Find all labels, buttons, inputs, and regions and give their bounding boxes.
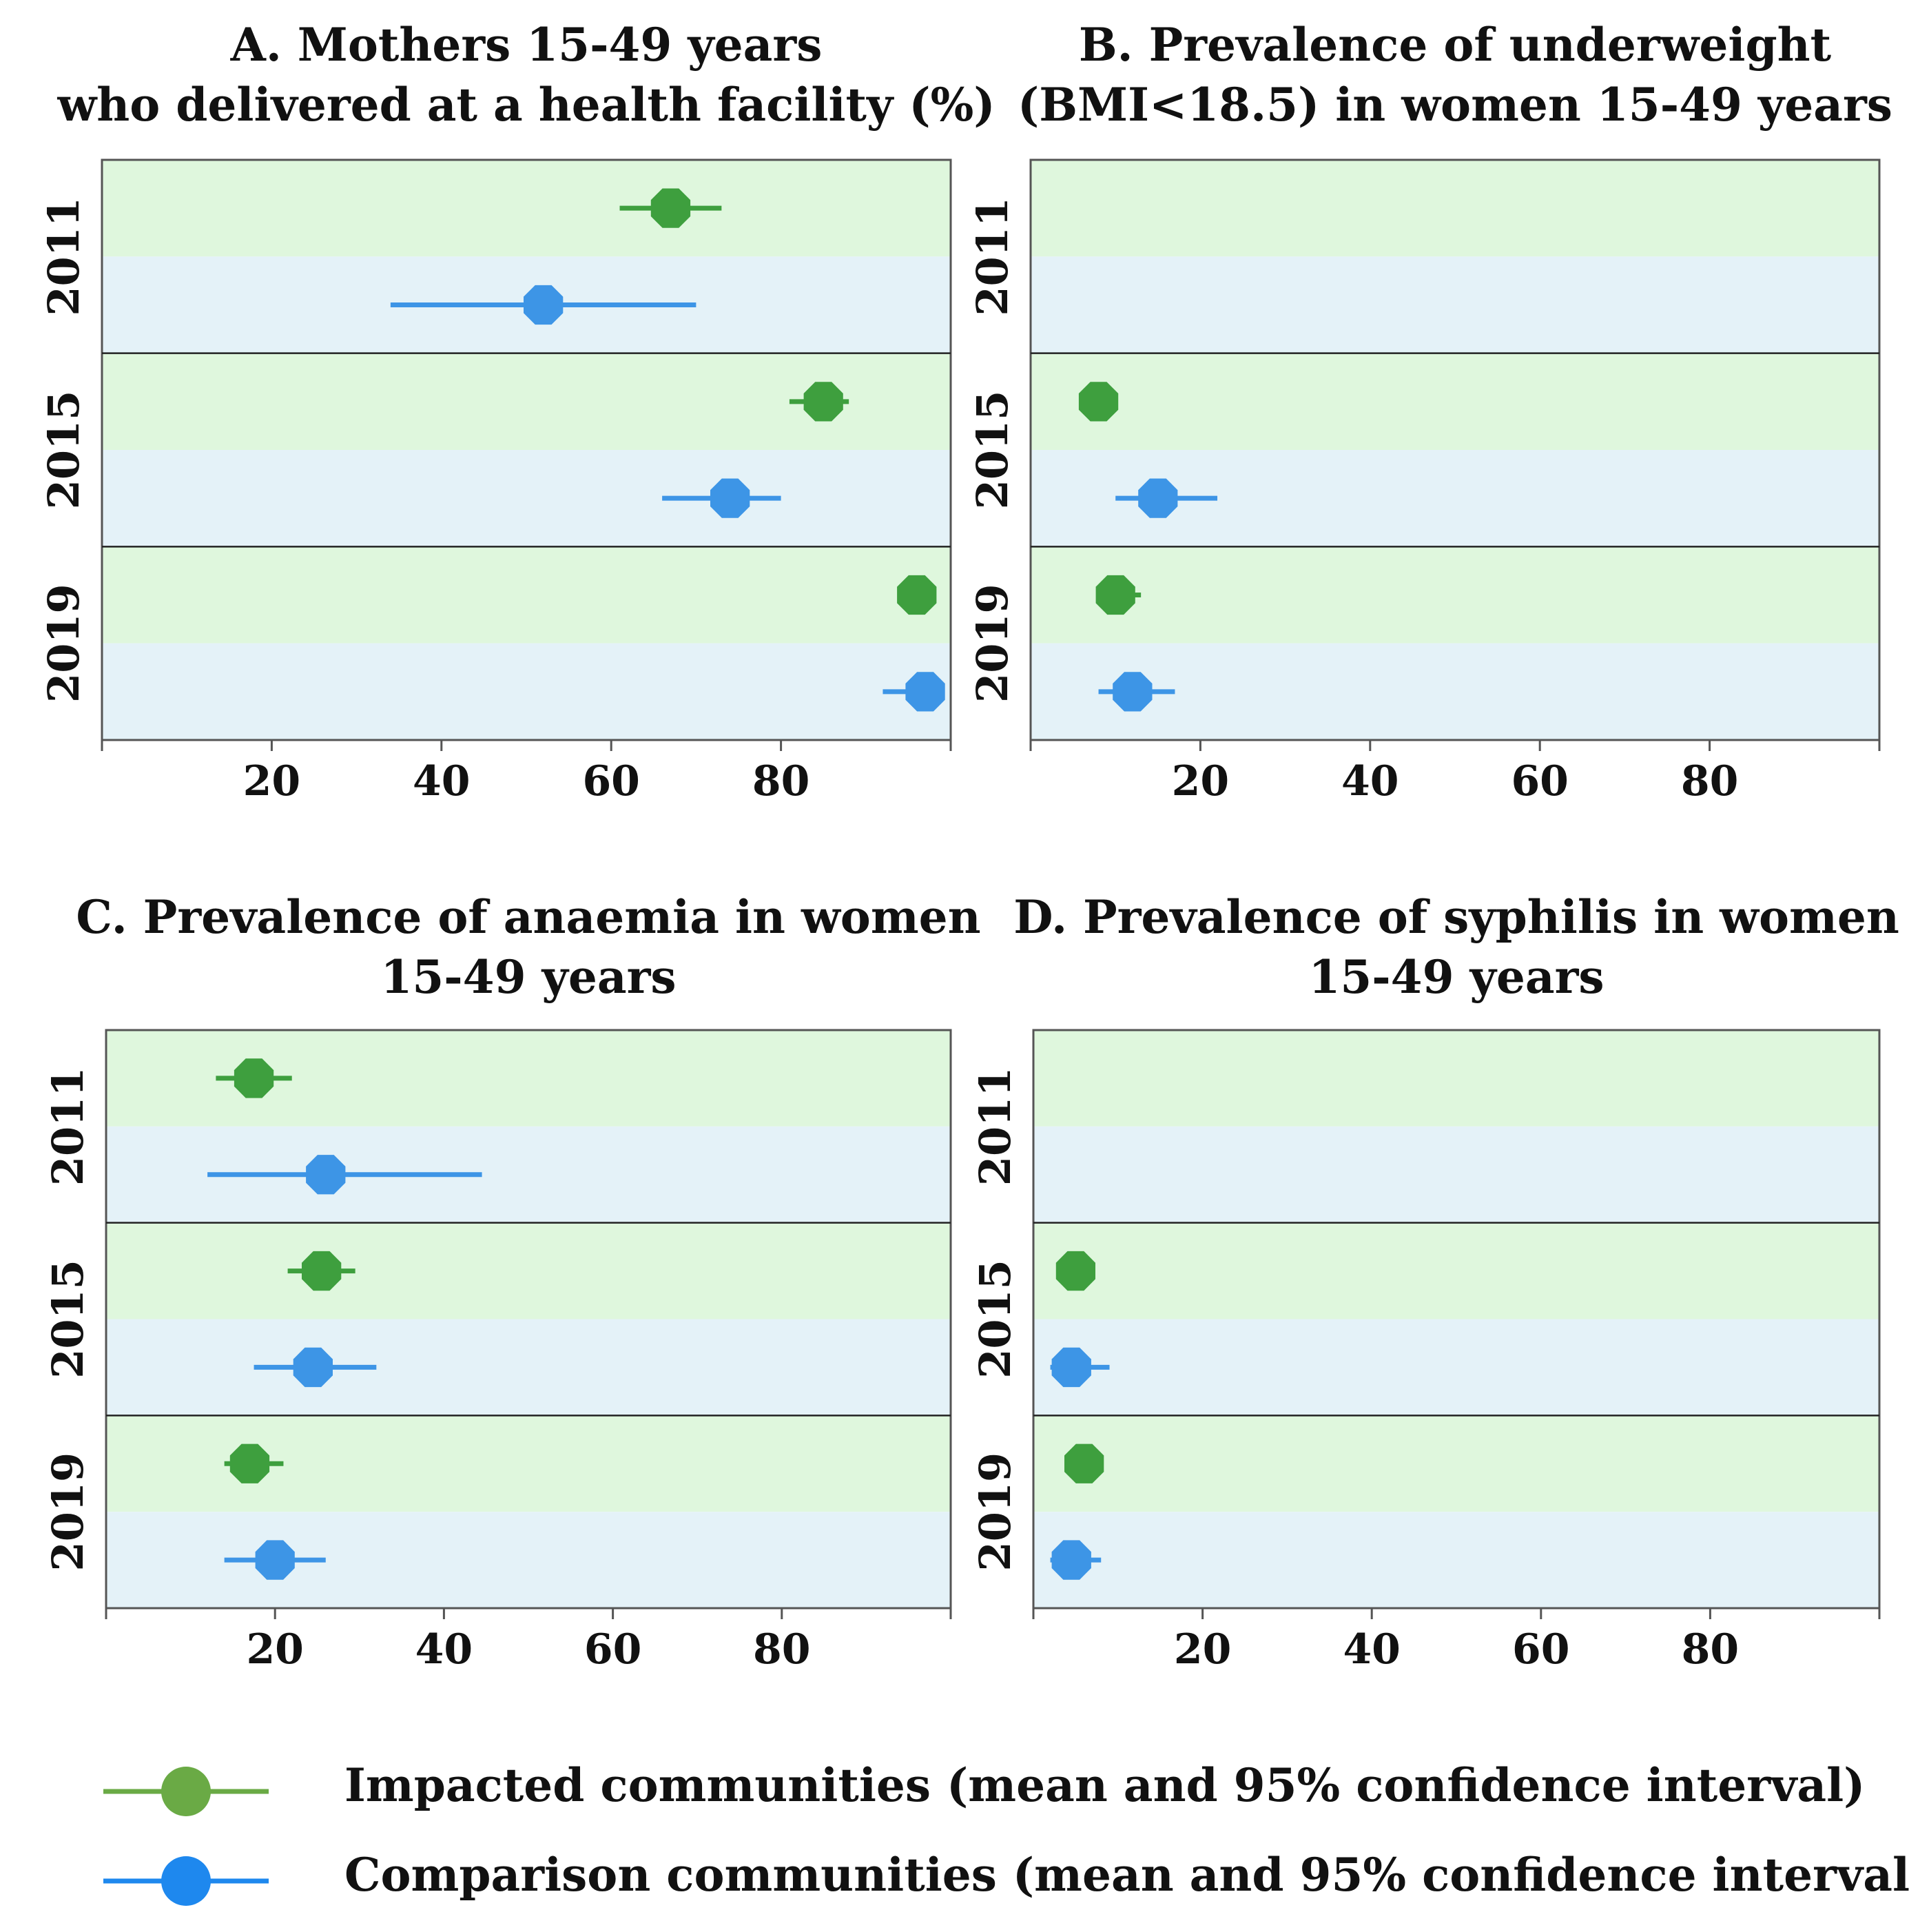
x-tick-label: 80 <box>1682 1625 1740 1674</box>
band-impacted <box>1033 1415 1879 1512</box>
panel-title-line: 15-49 years <box>1308 950 1604 1004</box>
panel-frame <box>1032 1029 1881 1610</box>
legend-comparison-label: Comparison communities (mean and 95% con… <box>344 1848 1909 1902</box>
legend-impacted-swatch <box>103 1767 269 1816</box>
impacted-mean-marker <box>302 1251 342 1291</box>
band-impacted <box>1033 1222 1879 1319</box>
band-comparison <box>1033 1512 1879 1608</box>
band-comparison <box>102 643 951 740</box>
legend-impacted-marker <box>161 1767 211 1816</box>
band-comparison <box>1033 1319 1879 1416</box>
panel-d: D. Prevalence of syphilis in women 15-49 … <box>970 890 1899 1674</box>
panel-c: C. Prevalence of anaemia in women 15-49 y… <box>43 890 981 1674</box>
x-tick-label: 40 <box>1341 757 1399 805</box>
legend-comparison: Comparison communities (mean and 95% con… <box>103 1833 1909 1929</box>
band-impacted <box>106 1222 951 1319</box>
x-tick-label: 20 <box>246 1625 304 1674</box>
band-impacted <box>102 160 951 257</box>
band-impacted <box>1033 1030 1879 1127</box>
comparison-mean-marker <box>1138 478 1178 518</box>
impacted-mean-marker <box>803 382 843 422</box>
year-label: 2015 <box>967 391 1018 510</box>
legend-impacted-label: Impacted communities (mean and 95% confi… <box>344 1758 1866 1812</box>
comparison-mean-marker <box>1051 1347 1091 1388</box>
panel-title-line: 15-49 years <box>380 950 676 1004</box>
year-label: 2019 <box>43 1452 93 1572</box>
impacted-mean-marker <box>650 188 691 228</box>
figure-panels: A. Mothers 15-49 years who delivered at a… <box>39 18 1899 1674</box>
x-tick-label: 60 <box>1511 757 1569 805</box>
year-label: 2015 <box>43 1260 93 1379</box>
panel-a: A. Mothers 15-49 years who delivered at a… <box>39 18 995 805</box>
band-impacted <box>1031 353 1879 450</box>
legend-comparison-swatch <box>103 1856 269 1906</box>
band-comparison <box>102 450 951 547</box>
year-label: 2015 <box>39 391 89 510</box>
comparison-mean-marker <box>1113 672 1153 712</box>
legend-impacted: Impacted communities (mean and 95% confi… <box>103 1743 1867 1840</box>
impacted-mean-marker <box>1078 382 1119 422</box>
year-label: 2015 <box>970 1260 1020 1379</box>
panel-title-line: D. Prevalence of syphilis in women <box>1013 890 1899 944</box>
panel-frame <box>1029 158 1881 741</box>
comparison-mean-marker <box>255 1540 295 1580</box>
impacted-mean-marker <box>1064 1443 1104 1483</box>
year-label: 2011 <box>967 197 1018 316</box>
year-label: 2011 <box>970 1067 1020 1186</box>
panel-b: B. Prevalence of underweight (BMI<18.5) i… <box>967 18 1892 805</box>
comparison-mean-marker <box>1051 1540 1091 1580</box>
comparison-mean-marker <box>293 1347 333 1388</box>
panel-title-line: (BMI<18.5) in women 15-49 years <box>1018 78 1892 132</box>
band-comparison <box>1033 1126 1879 1223</box>
x-tick-label: 40 <box>413 757 471 805</box>
panel-frame <box>101 158 952 741</box>
year-label: 2019 <box>39 584 89 703</box>
x-tick-label: 60 <box>584 1625 642 1674</box>
band-impacted <box>102 546 951 644</box>
comparison-mean-marker <box>524 285 564 325</box>
panel-title-line: who delivered at a health facility (%) <box>56 78 995 132</box>
x-tick-label: 60 <box>1512 1625 1570 1674</box>
x-tick-label: 60 <box>582 757 640 805</box>
panel-title-line: A. Mothers 15-49 years <box>230 18 823 72</box>
year-label: 2011 <box>39 197 89 316</box>
impacted-mean-marker <box>234 1058 274 1098</box>
impacted-mean-marker <box>1095 575 1135 615</box>
legend-comparison-marker <box>161 1856 211 1906</box>
x-tick-label: 20 <box>1174 1625 1232 1674</box>
year-label: 2011 <box>43 1067 93 1186</box>
x-tick-label: 40 <box>1343 1625 1401 1674</box>
x-tick-label: 80 <box>752 757 810 805</box>
x-tick-label: 40 <box>415 1625 473 1674</box>
x-tick-label: 80 <box>753 1625 811 1674</box>
year-label: 2019 <box>967 584 1018 703</box>
year-label: 2019 <box>970 1452 1020 1572</box>
panel-title-line: C. Prevalence of anaemia in women <box>76 890 980 944</box>
x-tick-label: 80 <box>1681 757 1739 805</box>
panel-frame <box>105 1029 952 1610</box>
comparison-mean-marker <box>306 1155 346 1195</box>
x-tick-label: 20 <box>243 757 301 805</box>
comparison-mean-marker <box>905 672 945 712</box>
band-impacted <box>1031 160 1879 257</box>
panel-title-line: B. Prevalence of underweight <box>1079 18 1832 72</box>
impacted-mean-marker <box>897 575 937 615</box>
impacted-mean-marker <box>229 1443 270 1483</box>
band-comparison <box>106 1319 951 1416</box>
impacted-mean-marker <box>1055 1251 1095 1291</box>
x-tick-label: 20 <box>1172 757 1230 805</box>
band-impacted <box>1031 546 1879 644</box>
comparison-mean-marker <box>710 478 750 518</box>
band-comparison <box>1031 256 1879 353</box>
